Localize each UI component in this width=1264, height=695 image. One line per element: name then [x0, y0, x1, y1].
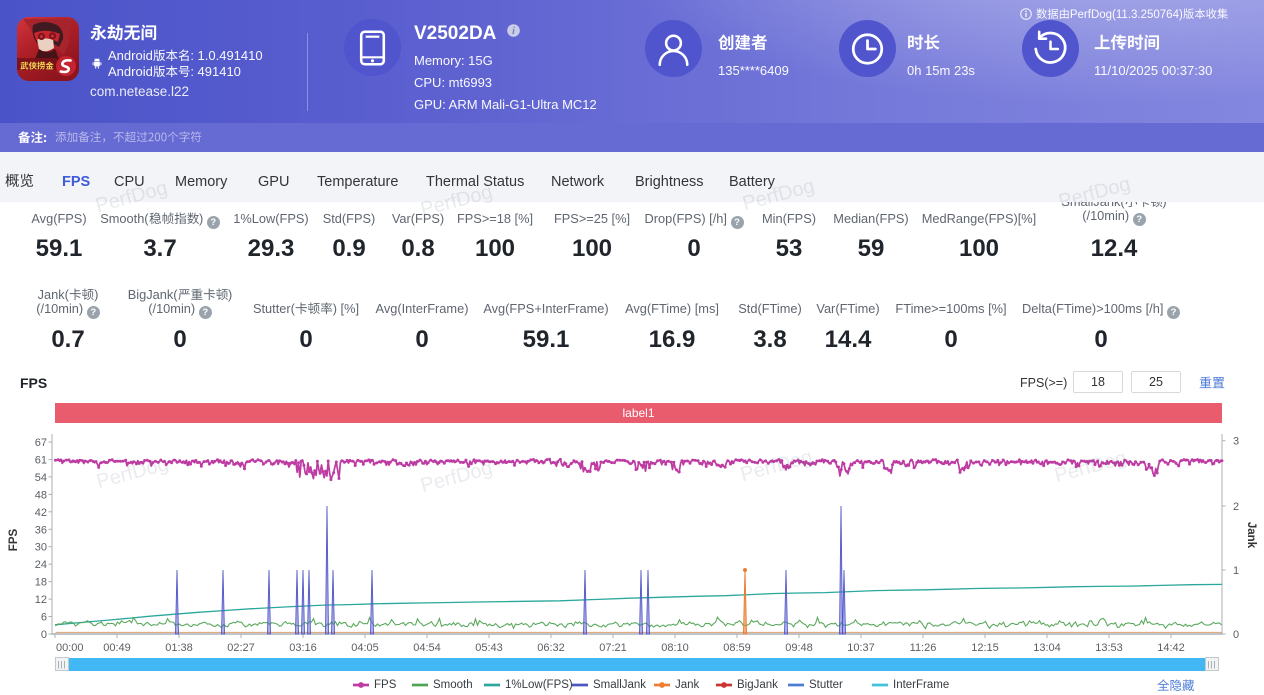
svg-text:03:16: 03:16: [289, 642, 317, 654]
svg-text:1: 1: [1233, 565, 1239, 577]
svg-text:10:37: 10:37: [847, 642, 875, 654]
svg-text:0: 0: [1233, 629, 1239, 641]
svg-text:3: 3: [1233, 436, 1239, 448]
svg-text:05:43: 05:43: [475, 642, 503, 654]
svg-text:14:42: 14:42: [1157, 642, 1185, 654]
svg-text:i: i: [512, 26, 515, 37]
svg-text:09:48: 09:48: [785, 642, 813, 654]
svg-text:01:38: 01:38: [165, 642, 193, 654]
svg-text:0: 0: [41, 629, 47, 641]
svg-text:11:26: 11:26: [910, 642, 937, 654]
svg-text:12: 12: [35, 594, 47, 606]
svg-text:07:21: 07:21: [599, 642, 627, 654]
svg-text:42: 42: [35, 507, 47, 519]
svg-text:04:54: 04:54: [413, 642, 441, 654]
svg-text:13:04: 13:04: [1033, 642, 1061, 654]
svg-text:04:05: 04:05: [351, 642, 379, 654]
svg-text:30: 30: [35, 542, 47, 554]
svg-text:67: 67: [35, 437, 47, 449]
svg-text:6: 6: [41, 612, 47, 624]
svg-text:06:32: 06:32: [537, 642, 565, 654]
svg-text:FPS: FPS: [8, 528, 20, 551]
svg-text:02:27: 02:27: [227, 642, 255, 654]
svg-text:36: 36: [35, 524, 47, 536]
svg-text:61: 61: [35, 455, 47, 467]
svg-text:00:00: 00:00: [56, 642, 84, 654]
svg-text:08:59: 08:59: [723, 642, 751, 654]
svg-text:18: 18: [35, 577, 47, 589]
svg-text:24: 24: [35, 559, 47, 571]
svg-text:54: 54: [35, 472, 47, 484]
svg-text:2: 2: [1233, 501, 1239, 513]
svg-text:13:53: 13:53: [1095, 642, 1123, 654]
svg-text:12:15: 12:15: [971, 642, 999, 654]
svg-text:08:10: 08:10: [661, 642, 689, 654]
svg-text:00:49: 00:49: [103, 642, 131, 654]
svg-text:Jank: Jank: [1245, 522, 1257, 549]
svg-text:48: 48: [35, 489, 47, 501]
